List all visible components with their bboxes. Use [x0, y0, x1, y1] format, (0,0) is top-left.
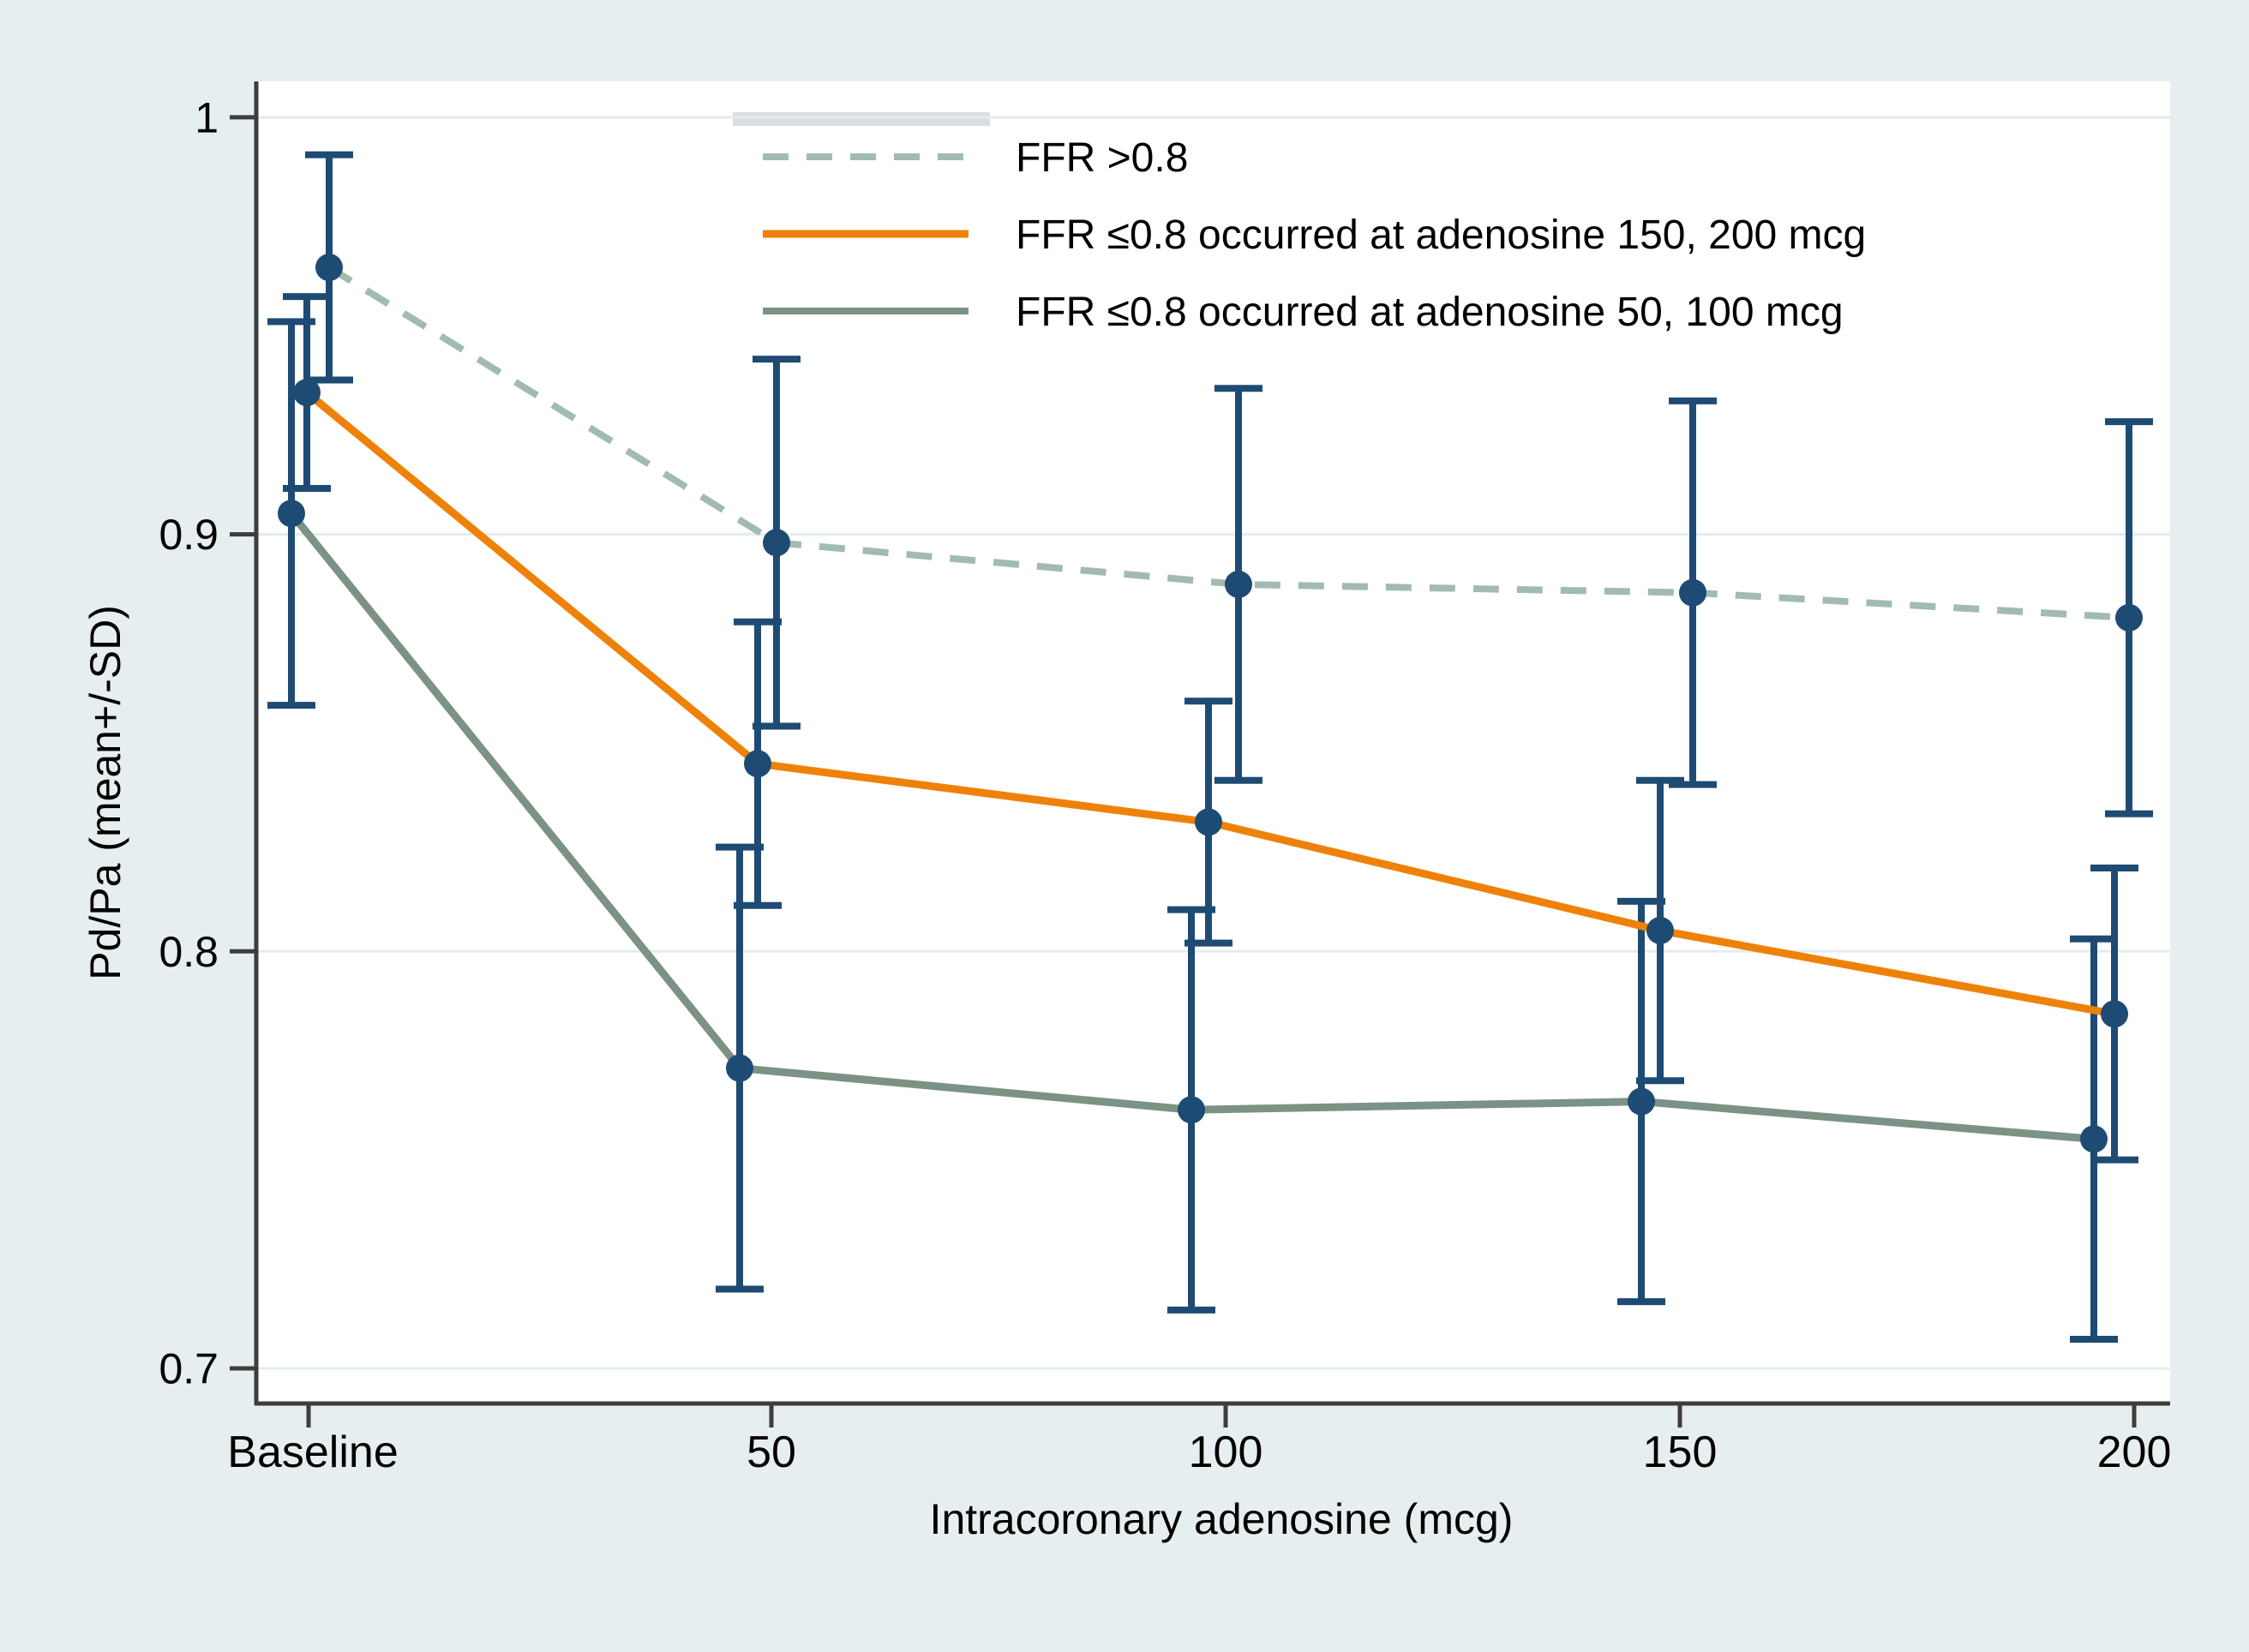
y-tick-label: 0.9	[159, 511, 219, 559]
x-tick-label: 50	[747, 1428, 796, 1477]
data-point-marker	[2101, 1000, 2128, 1028]
legend-label-0: FFR >0.8	[1016, 135, 1188, 181]
data-point-marker	[1178, 1096, 1205, 1124]
data-point-marker	[763, 529, 790, 557]
data-point-marker	[293, 379, 321, 407]
data-point-marker	[2080, 1125, 2108, 1153]
x-tick-label: 150	[1643, 1428, 1718, 1477]
legend-label-1: FFR ≤0.8 occurred at adenosine 150, 200 …	[1016, 212, 1866, 258]
data-point-marker	[1646, 916, 1674, 944]
data-point-marker	[744, 750, 771, 778]
data-point-marker	[1225, 570, 1252, 598]
x-tick-label: 100	[1189, 1428, 1263, 1477]
data-point-marker	[726, 1054, 753, 1082]
data-point-marker	[1628, 1087, 1655, 1116]
y-tick-label: 0.8	[159, 928, 219, 976]
series-line-0	[327, 264, 2130, 621]
y-tick-label: 0.7	[159, 1345, 219, 1393]
y-axis-title: Pd/Pa (mean+/-SD)	[81, 605, 129, 980]
legend-label-2: FFR ≤0.8 occurred at adenosine 50, 100 m…	[1016, 290, 1844, 335]
plot-area	[258, 81, 2170, 1404]
x-tick-label: 200	[2097, 1428, 2172, 1477]
x-axis-title: Intracoronary adenosine (mcg)	[930, 1495, 1514, 1543]
data-point-marker	[315, 254, 343, 282]
data-point-marker	[2115, 603, 2143, 631]
data-point-marker	[278, 500, 305, 528]
data-point-marker	[1195, 808, 1222, 836]
y-tick-label: 1	[195, 93, 219, 141]
top-gray-artifact	[733, 112, 990, 126]
x-tick-label: Baseline	[227, 1428, 398, 1477]
data-point-marker	[1679, 578, 1706, 607]
